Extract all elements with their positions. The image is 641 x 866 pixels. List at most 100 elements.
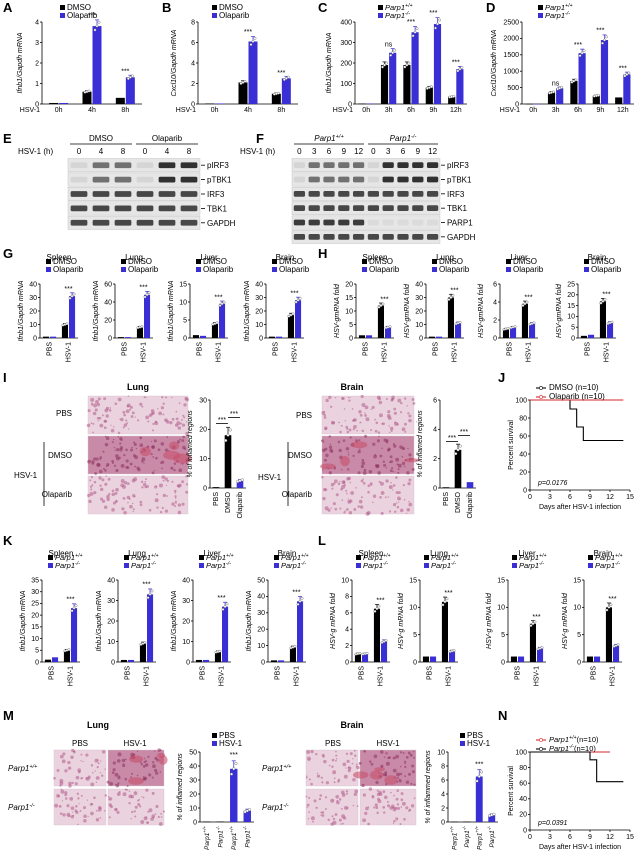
bar [147, 594, 154, 662]
legend-marker [539, 386, 543, 390]
genotype-superscript: -/- [539, 561, 544, 567]
cell-nucleus [174, 491, 177, 494]
blot-band [136, 205, 154, 212]
cell-nucleus [156, 506, 159, 509]
cell-nucleus [321, 781, 324, 784]
cell-nucleus [305, 795, 308, 798]
legend-label: DMSO [513, 257, 537, 266]
y-tick-label: 100 [340, 81, 352, 88]
x-tick-label: HSV-1 [446, 666, 453, 686]
cell-nucleus [383, 438, 387, 442]
legend-label: Olaparib (n=10) [549, 392, 605, 401]
inflamed-region [340, 456, 350, 467]
cell-nucleus [77, 797, 80, 800]
cell-nucleus [363, 749, 367, 753]
cell-nucleus [332, 799, 334, 801]
bar [447, 297, 454, 338]
legend-swatch [212, 13, 217, 18]
blot-band [412, 233, 424, 240]
cell-nucleus [68, 784, 72, 788]
cell-nucleus [134, 465, 137, 468]
x-tick-label: PBS [197, 342, 204, 356]
cell-nucleus [403, 498, 406, 501]
panel-label-J: J [498, 370, 505, 385]
cell-nucleus [97, 419, 99, 422]
legend-label: Parp1-/- [519, 561, 544, 570]
bar [230, 768, 238, 822]
legend-swatch [424, 555, 429, 560]
band-label: pIRF3 [447, 161, 469, 170]
x-tick-label: HSV-1 [452, 342, 459, 362]
cell-nucleus [410, 804, 415, 808]
legend-swatch [460, 741, 465, 746]
cell-nucleus [362, 818, 367, 823]
cell-nucleus [143, 396, 146, 399]
cell-nucleus [117, 431, 121, 435]
data-point [218, 304, 222, 307]
cell-nucleus [352, 778, 356, 782]
cell-nucleus [144, 480, 147, 483]
cell-nucleus [323, 414, 326, 417]
cell-nucleus [345, 447, 350, 451]
data-point [247, 808, 251, 812]
cell-nucleus [93, 403, 97, 408]
inflamed-region [403, 458, 420, 463]
cell-nucleus [173, 468, 176, 472]
histology-title-lung: Lung [127, 382, 149, 392]
cell-nucleus [396, 423, 399, 426]
legend-label: Parp1-/- [385, 11, 410, 20]
cell-nucleus [93, 457, 97, 461]
cell-nucleus [338, 448, 342, 453]
data-point [477, 775, 481, 779]
cell-nucleus [345, 489, 348, 492]
data-point [475, 779, 479, 783]
cell-nucleus [375, 421, 379, 425]
data-point [607, 605, 611, 609]
cell-nucleus [339, 480, 341, 483]
cell-nucleus [408, 500, 410, 503]
cell-nucleus [378, 400, 383, 405]
cell-nucleus [123, 413, 126, 417]
cell-nucleus [411, 398, 415, 402]
legend-swatch [121, 259, 126, 264]
blot-strip [291, 172, 441, 187]
bar [71, 608, 78, 662]
y-axis-label: HSV-g mRNA fold [330, 592, 337, 649]
bar [289, 647, 296, 662]
legend-label: Parp1+/+ [545, 3, 573, 12]
cell-nucleus [324, 506, 329, 511]
cell-nucleus [316, 772, 319, 774]
data-point [240, 478, 244, 482]
x-tick-label: HSV-1 [378, 666, 385, 686]
y-tick-label: 0 [203, 485, 207, 492]
cell-nucleus [116, 759, 121, 763]
bar [380, 65, 389, 104]
cell-nucleus [389, 426, 394, 431]
cell-nucleus [157, 448, 161, 452]
y-tick-label: 0 [261, 659, 265, 666]
band-label: TBK1 [447, 204, 468, 213]
blot-band [323, 205, 335, 212]
cell-nucleus [62, 813, 66, 817]
blot-row-label: HSV-1 (h) [240, 147, 275, 156]
data-point [140, 325, 144, 329]
cell-nucleus [175, 417, 179, 421]
cell-nucleus [59, 812, 63, 815]
western-blot-blotF: Parp1+/+ Parp1-/-HSV-1 (h) 0 3 6 9 12 0 3 6 9 12pIR… [240, 134, 476, 244]
histology-col-pbs-brain: PBS [325, 739, 341, 748]
cell-nucleus [406, 508, 411, 512]
cell-nucleus [74, 782, 78, 786]
y-tick-label: 10 [31, 636, 39, 643]
legend-swatch [584, 259, 589, 264]
cell-nucleus [147, 420, 150, 423]
y-tick-label: 10 [409, 605, 417, 612]
data-point [405, 63, 409, 67]
cell-nucleus [164, 419, 166, 421]
y-axis-label: Ifnb1/Gapdh mRNA [244, 280, 251, 341]
y-tick-label: 5 [413, 632, 417, 639]
y-axis-label: % of inflammed regions [425, 750, 432, 824]
cell-nucleus [396, 502, 398, 504]
cell-nucleus [380, 750, 384, 754]
